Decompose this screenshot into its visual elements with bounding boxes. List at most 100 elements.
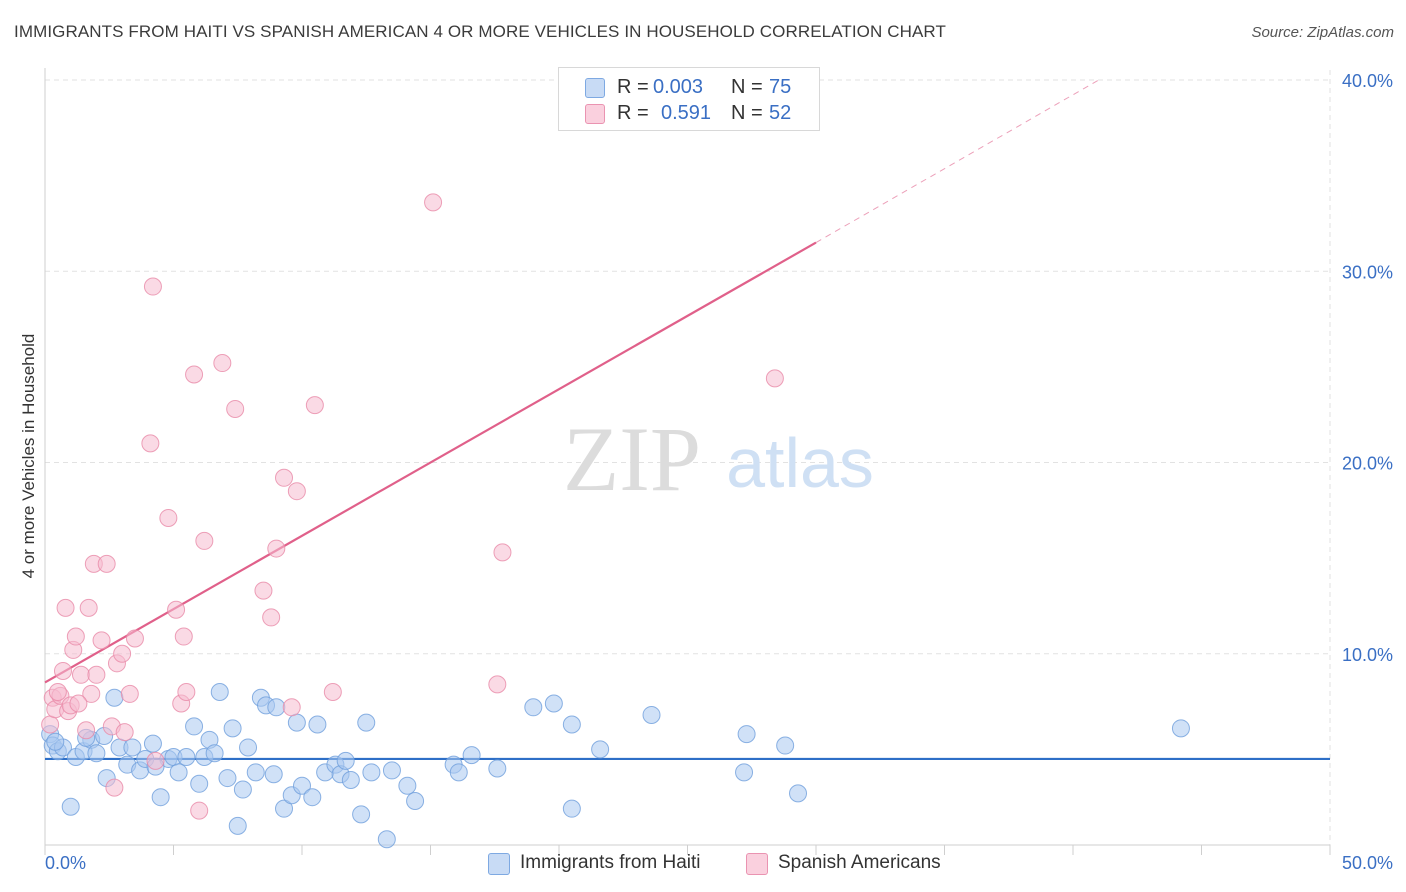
point-haiti bbox=[303, 788, 322, 807]
point-spanish bbox=[195, 531, 214, 550]
point-haiti bbox=[544, 694, 563, 713]
point-haiti bbox=[87, 744, 106, 763]
point-haiti bbox=[357, 713, 376, 732]
point-spanish bbox=[115, 723, 134, 742]
point-haiti bbox=[228, 816, 247, 835]
chart-title: IMMIGRANTS FROM HAITI VS SPANISH AMERICA… bbox=[14, 22, 946, 41]
point-spanish bbox=[213, 354, 232, 373]
legend: R = 0.003 N = 75 R = 0.591 N = 52 bbox=[558, 67, 820, 131]
legend-r-value: 0.003 bbox=[653, 76, 704, 98]
y-tick-label: 10.0% bbox=[1342, 645, 1393, 665]
point-spanish bbox=[287, 482, 306, 501]
point-haiti bbox=[789, 784, 808, 803]
point-spanish bbox=[77, 721, 96, 740]
point-spanish bbox=[190, 801, 209, 820]
point-haiti bbox=[449, 763, 468, 782]
legend-n-label: N = bbox=[731, 76, 763, 98]
point-spanish bbox=[305, 396, 324, 415]
point-haiti bbox=[233, 780, 252, 799]
bottom-legend-swatch-haiti bbox=[488, 853, 510, 875]
point-haiti bbox=[239, 738, 258, 757]
legend-r-value: 0.591 bbox=[661, 102, 712, 124]
point-spanish bbox=[262, 608, 281, 627]
point-spanish bbox=[120, 684, 139, 703]
point-haiti bbox=[267, 698, 286, 717]
point-spanish bbox=[53, 661, 72, 680]
point-spanish bbox=[92, 631, 111, 650]
point-spanish bbox=[177, 683, 196, 701]
point-haiti bbox=[151, 788, 170, 807]
point-haiti bbox=[562, 715, 581, 734]
legend-r-label: R = bbox=[617, 102, 649, 124]
point-haiti bbox=[190, 774, 209, 793]
point-haiti bbox=[562, 799, 581, 818]
point-haiti bbox=[776, 736, 795, 755]
point-haiti bbox=[61, 797, 80, 816]
point-haiti bbox=[177, 748, 196, 767]
point-haiti bbox=[210, 683, 229, 701]
point-haiti bbox=[246, 763, 265, 782]
point-spanish bbox=[113, 644, 132, 663]
point-haiti bbox=[737, 725, 756, 744]
point-haiti bbox=[105, 688, 124, 707]
point-haiti bbox=[205, 744, 224, 763]
point-haiti bbox=[218, 769, 237, 788]
data-points bbox=[41, 193, 1190, 849]
point-spanish bbox=[488, 675, 507, 694]
tick-labels: 10.0% 20.0% 30.0% 40.0% 0.0% 50.0% bbox=[45, 71, 1393, 873]
point-haiti bbox=[143, 734, 162, 753]
point-haiti bbox=[362, 763, 381, 782]
legend-swatch-spanish bbox=[585, 104, 605, 124]
point-spanish bbox=[424, 193, 443, 212]
legend-n-value: 52 bbox=[769, 102, 792, 124]
point-spanish bbox=[87, 665, 106, 684]
point-spanish bbox=[226, 399, 245, 418]
point-spanish bbox=[174, 627, 193, 646]
point-haiti bbox=[406, 792, 425, 811]
point-spanish bbox=[143, 277, 162, 296]
point-haiti bbox=[123, 738, 142, 757]
x-tick-label: 50.0% bbox=[1342, 853, 1393, 873]
axes bbox=[44, 68, 1331, 855]
point-spanish bbox=[82, 684, 101, 703]
legend-n-label: N = bbox=[731, 102, 763, 124]
point-haiti bbox=[308, 715, 327, 734]
point-spanish bbox=[79, 598, 98, 617]
bottom-legend-swatch-spanish bbox=[746, 853, 768, 875]
point-haiti bbox=[46, 732, 65, 751]
y-axis-label: 4 or more Vehicles in Household bbox=[19, 334, 38, 579]
point-haiti bbox=[377, 830, 396, 849]
source-label: Source: ZipAtlas.com bbox=[1251, 24, 1394, 41]
point-haiti bbox=[336, 751, 355, 770]
legend-r-label: R = bbox=[617, 76, 649, 98]
legend-n-value: 75 bbox=[769, 76, 792, 98]
point-haiti bbox=[524, 698, 543, 717]
point-haiti bbox=[293, 776, 311, 795]
point-spanish bbox=[71, 665, 90, 684]
point-spanish bbox=[97, 554, 116, 573]
point-spanish bbox=[323, 683, 342, 701]
point-haiti bbox=[382, 761, 401, 780]
point-spanish bbox=[159, 508, 178, 527]
point-spanish bbox=[146, 751, 165, 770]
point-spanish bbox=[69, 694, 88, 713]
point-spanish bbox=[167, 600, 186, 619]
point-spanish bbox=[48, 683, 67, 701]
bottom-legend-label-haiti: Immigrants from Haiti bbox=[520, 852, 701, 873]
legend-swatch-haiti bbox=[585, 78, 605, 98]
y-tick-label: 30.0% bbox=[1342, 262, 1393, 282]
point-haiti bbox=[185, 717, 204, 736]
point-haiti bbox=[398, 776, 417, 795]
y-tick-label: 20.0% bbox=[1342, 454, 1393, 474]
point-haiti bbox=[169, 763, 188, 782]
point-spanish bbox=[765, 369, 784, 388]
point-haiti bbox=[642, 705, 661, 724]
point-spanish bbox=[56, 598, 75, 617]
point-haiti bbox=[275, 799, 294, 818]
bottom-legend-label-spanish: Spanish Americans bbox=[778, 852, 941, 873]
watermark-zip: ZIP bbox=[563, 408, 701, 510]
point-spanish bbox=[125, 629, 144, 648]
point-spanish bbox=[254, 581, 273, 600]
point-spanish bbox=[493, 543, 512, 562]
